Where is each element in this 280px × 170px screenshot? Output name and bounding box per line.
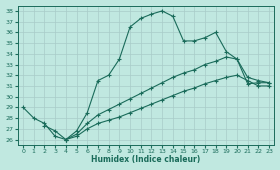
X-axis label: Humidex (Indice chaleur): Humidex (Indice chaleur) xyxy=(92,155,201,164)
